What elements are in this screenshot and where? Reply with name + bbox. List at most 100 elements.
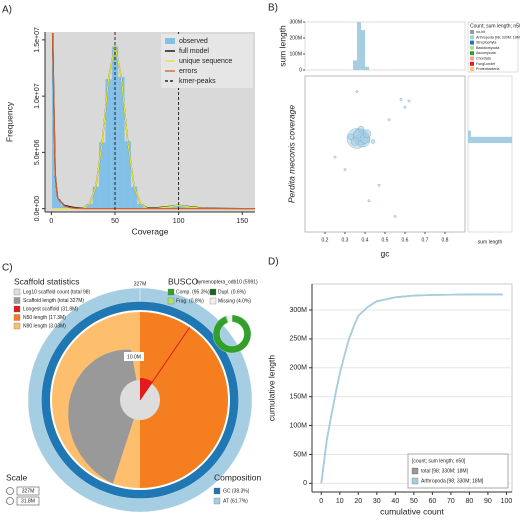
x-tick-label: 40 bbox=[391, 498, 399, 505]
point bbox=[393, 214, 397, 218]
x-tick-label: 100 bbox=[173, 218, 185, 225]
x-tick-label: 70 bbox=[447, 498, 455, 505]
x-tick-label: 30 bbox=[373, 498, 381, 505]
legend-swatch bbox=[470, 40, 474, 45]
panel-label: C) bbox=[2, 263, 13, 274]
y-tick-label: 100M bbox=[289, 51, 302, 57]
longest-scaffold bbox=[140, 378, 153, 400]
y-tick-label: 50M bbox=[293, 451, 307, 458]
legend-label: Missing (4.0%) bbox=[218, 298, 251, 304]
y-tick-label: 0 bbox=[299, 67, 302, 73]
legend-label: Comp. (95.3%) bbox=[176, 289, 210, 295]
panel-label: A) bbox=[2, 5, 12, 16]
scale-label: 327M bbox=[22, 488, 35, 494]
point bbox=[347, 133, 355, 141]
x-tick-label: 100 bbox=[501, 498, 513, 505]
legend-swatch bbox=[13, 322, 21, 330]
scale-label: 31.8M bbox=[21, 498, 35, 504]
x-tick-label: 10 bbox=[336, 498, 344, 505]
legend-swatch bbox=[411, 477, 419, 485]
bar bbox=[105, 79, 112, 209]
point bbox=[333, 155, 337, 159]
legend-box bbox=[467, 21, 519, 73]
legend-label: Chordata bbox=[476, 56, 491, 60]
scale-icon bbox=[6, 497, 14, 505]
legend-label: Longest scaffold (31.8M) bbox=[23, 306, 78, 312]
x-axis-label: Coverage bbox=[132, 226, 169, 236]
y-tick-label: 0 bbox=[303, 480, 307, 487]
legend-label: full model bbox=[179, 48, 209, 55]
legend-swatch bbox=[209, 288, 217, 296]
legend-label: Streptophyta bbox=[476, 41, 496, 45]
x-tick-label: 0 bbox=[319, 498, 323, 505]
legend-label: Proteobacteria bbox=[476, 67, 499, 71]
x-tick-label: 0 bbox=[49, 218, 53, 225]
legend-swatch bbox=[470, 35, 474, 40]
legend-swatch bbox=[167, 288, 175, 296]
y-tick-label: 1.0e+07 bbox=[34, 83, 41, 109]
hist-bar bbox=[361, 30, 365, 70]
x-tick-label: 0.8 bbox=[442, 237, 449, 243]
x-axis-label: gc bbox=[381, 248, 391, 258]
top-hist-label: sum length bbox=[277, 25, 287, 67]
bar bbox=[56, 199, 61, 209]
legend-label: Fungi-undef bbox=[476, 62, 495, 66]
busco-segment bbox=[212, 314, 252, 354]
y-tick-label: 1.5e+07 bbox=[34, 27, 41, 53]
legend-swatch bbox=[470, 67, 474, 72]
hist-bar bbox=[468, 130, 471, 137]
radial-label-bg bbox=[124, 352, 144, 361]
hist-bar bbox=[357, 22, 361, 70]
x-tick-label: 0.7 bbox=[422, 237, 429, 243]
bar bbox=[86, 203, 93, 209]
x-tick-label: 0.2 bbox=[322, 237, 329, 243]
legend-swatch bbox=[13, 288, 21, 296]
x-tick-label: 50 bbox=[111, 218, 119, 225]
longest-line bbox=[139, 327, 191, 401]
x-tick-label: 0.6 bbox=[402, 237, 409, 243]
legend-label: N90 length (3.03M) bbox=[23, 323, 66, 329]
legend-swatch bbox=[470, 30, 474, 34]
right-hist-area bbox=[467, 75, 513, 233]
point bbox=[407, 99, 411, 103]
bar bbox=[60, 205, 68, 209]
panel-label: B) bbox=[268, 3, 278, 14]
legend-label: unique sequence bbox=[179, 58, 232, 65]
legend-swatch bbox=[470, 51, 474, 56]
legend-swatch bbox=[213, 487, 221, 495]
legend-swatch bbox=[470, 61, 474, 66]
top-scale-label: 327M bbox=[134, 281, 147, 287]
n50-area bbox=[140, 312, 228, 488]
point bbox=[403, 105, 407, 109]
scale-icon bbox=[6, 487, 14, 495]
point bbox=[377, 183, 381, 187]
point bbox=[399, 98, 403, 101]
point bbox=[350, 137, 360, 146]
bar bbox=[99, 142, 106, 209]
radial-label: 10.0M bbox=[127, 354, 141, 360]
scale-box bbox=[16, 486, 40, 496]
x-tick-label: 60 bbox=[428, 498, 436, 505]
series-line bbox=[51, 33, 255, 210]
legend-swatch bbox=[13, 305, 21, 313]
series-line bbox=[320, 293, 503, 484]
bar bbox=[130, 186, 138, 209]
x-tick-label: 50 bbox=[410, 498, 418, 505]
point bbox=[387, 118, 391, 122]
legend-swatch bbox=[213, 497, 221, 505]
bar bbox=[137, 203, 144, 209]
scale-title: Scale bbox=[6, 472, 28, 482]
top-hist-area bbox=[304, 21, 466, 71]
y-tick-label: 0.0e+00 bbox=[34, 196, 41, 222]
composition-title: Composition bbox=[214, 472, 262, 482]
scale-box bbox=[16, 496, 40, 506]
y-tick-label: 250M bbox=[289, 336, 307, 343]
legend-swatch bbox=[411, 467, 419, 475]
point bbox=[343, 168, 347, 172]
legend-title: Count; sum length; n50 bbox=[470, 23, 520, 29]
legend-label: observed bbox=[179, 38, 208, 45]
legend-label: Frag. (0.8%) bbox=[176, 298, 204, 304]
y-tick-label: 100M bbox=[289, 422, 307, 429]
hist-bar bbox=[353, 60, 357, 70]
